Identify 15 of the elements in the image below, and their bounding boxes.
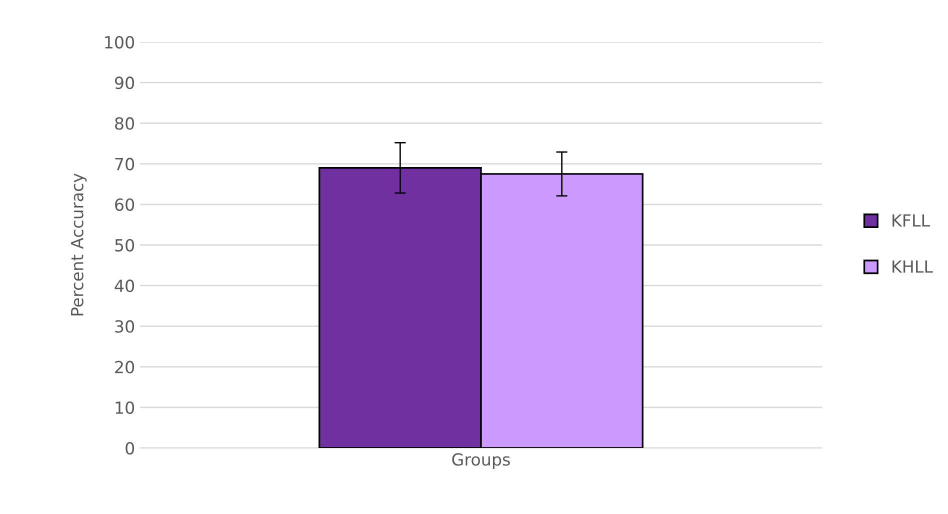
- y-tick-label: 40: [114, 280, 134, 292]
- y-tick-label: 70: [115, 158, 134, 170]
- y-tick-label: 30: [115, 320, 134, 333]
- y-tick-label: 60: [115, 198, 134, 211]
- y-tick-label: 100: [105, 36, 134, 49]
- y-tick-label: 90: [114, 76, 134, 90]
- y-axis-title: Percent Accuracy: [71, 173, 87, 316]
- y-tick-label: 20: [115, 360, 134, 374]
- y-tick-label: 10: [116, 401, 134, 414]
- y-tick-label: 50: [115, 238, 134, 252]
- legend-label: KHLL: [892, 260, 933, 273]
- legend-label: KFLL: [892, 214, 930, 227]
- y-tick-label: 80: [115, 117, 134, 130]
- y-tick-label: 0: [126, 442, 134, 455]
- x-tick-label: Groups: [452, 453, 510, 469]
